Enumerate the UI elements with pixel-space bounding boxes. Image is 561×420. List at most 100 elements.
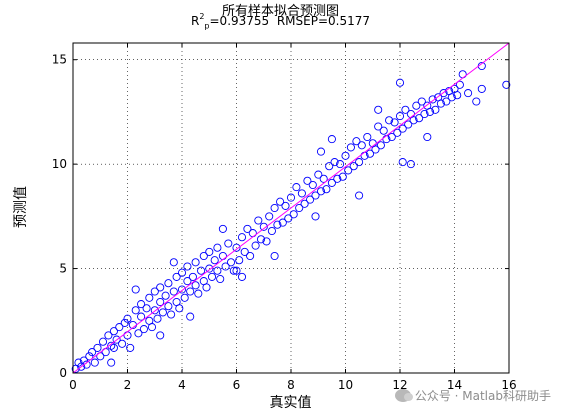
data-point — [278, 218, 287, 227]
x-tick-label: 16 — [501, 378, 516, 392]
x-tick-label: 2 — [124, 378, 132, 392]
data-point — [371, 145, 380, 154]
data-point — [177, 268, 187, 277]
data-point — [464, 89, 473, 98]
data-point — [88, 348, 97, 357]
watermark-text: 公众号 · Matlab科研助手 — [414, 389, 551, 403]
data-point — [131, 306, 140, 315]
data-point — [295, 203, 304, 213]
data-point — [306, 195, 315, 204]
data-point — [177, 285, 187, 294]
y-tick-label: 0 — [59, 366, 67, 380]
data-point — [447, 93, 456, 102]
data-point — [123, 314, 132, 323]
data-point — [412, 101, 421, 110]
y-tick-label: 10 — [52, 157, 67, 171]
data-point — [194, 289, 203, 298]
data-point — [270, 251, 279, 261]
data-point — [213, 243, 222, 252]
data-point — [156, 331, 165, 340]
data-point — [289, 210, 298, 219]
x-tick-label: 14 — [447, 378, 462, 392]
data-point — [164, 302, 173, 311]
data-point — [273, 220, 282, 229]
data-point — [118, 339, 127, 348]
data-point — [191, 258, 200, 267]
data-point — [183, 262, 192, 271]
data-point — [455, 80, 464, 89]
data-point — [374, 122, 383, 131]
data-point — [79, 356, 88, 365]
data-point — [134, 329, 143, 338]
data-point — [436, 99, 445, 108]
data-point — [374, 105, 383, 114]
data-point — [338, 172, 347, 181]
data-point — [210, 256, 219, 265]
data-point — [161, 291, 170, 300]
data-point — [156, 297, 165, 307]
data-point — [316, 187, 326, 196]
data-point — [442, 97, 451, 106]
data-point — [325, 162, 334, 171]
data-point — [221, 262, 230, 271]
data-point — [169, 287, 178, 296]
data-point — [235, 256, 244, 265]
data-point — [311, 212, 320, 221]
data-point — [183, 277, 192, 286]
x-tick-label: 4 — [178, 378, 186, 392]
data-point — [205, 264, 214, 273]
data-point — [322, 185, 331, 194]
data-point — [240, 247, 249, 256]
data-point — [112, 335, 121, 344]
x-tick-label: 10 — [338, 378, 353, 392]
data-point — [147, 323, 157, 332]
data-point — [270, 203, 279, 213]
data-point — [395, 78, 405, 87]
data-point — [387, 132, 396, 142]
data-point — [365, 149, 375, 158]
data-point — [393, 128, 402, 137]
r-label: R — [190, 14, 200, 28]
data-point — [137, 312, 146, 321]
data-point — [276, 197, 285, 206]
data-point — [308, 180, 317, 190]
data-point — [363, 132, 372, 142]
data-point — [319, 174, 328, 183]
data-point — [303, 176, 312, 185]
data-point — [164, 279, 173, 288]
data-point — [207, 272, 217, 281]
data-point — [150, 306, 159, 315]
data-point — [316, 147, 326, 156]
data-point — [349, 162, 358, 171]
data-point — [428, 95, 437, 104]
data-point — [453, 91, 462, 100]
data-point — [281, 201, 290, 210]
data-point — [425, 107, 435, 116]
grid-layer — [73, 43, 509, 373]
data-point — [199, 251, 208, 261]
data-point — [142, 304, 151, 313]
chart-title: 所有样本拟合预测图 — [221, 4, 339, 19]
data-point — [420, 109, 429, 119]
data-point — [355, 158, 364, 167]
data-point — [259, 222, 268, 231]
rmsep-value: RMSEP=0.5177 — [276, 14, 370, 28]
data-point — [137, 300, 146, 309]
x-axis-label: 真实值 — [269, 395, 312, 411]
data-point — [341, 151, 350, 160]
data-point — [256, 235, 266, 244]
data-point — [107, 341, 116, 350]
data-point — [216, 274, 225, 284]
data-point — [286, 193, 296, 202]
data-point — [224, 239, 233, 248]
data-point — [82, 360, 91, 369]
data-point — [205, 247, 214, 256]
data-point — [409, 116, 418, 125]
data-point — [390, 118, 399, 127]
data-point — [172, 272, 181, 281]
data-point — [153, 314, 162, 323]
data-point — [126, 343, 135, 352]
data-point — [502, 80, 511, 89]
data-point — [292, 183, 301, 192]
